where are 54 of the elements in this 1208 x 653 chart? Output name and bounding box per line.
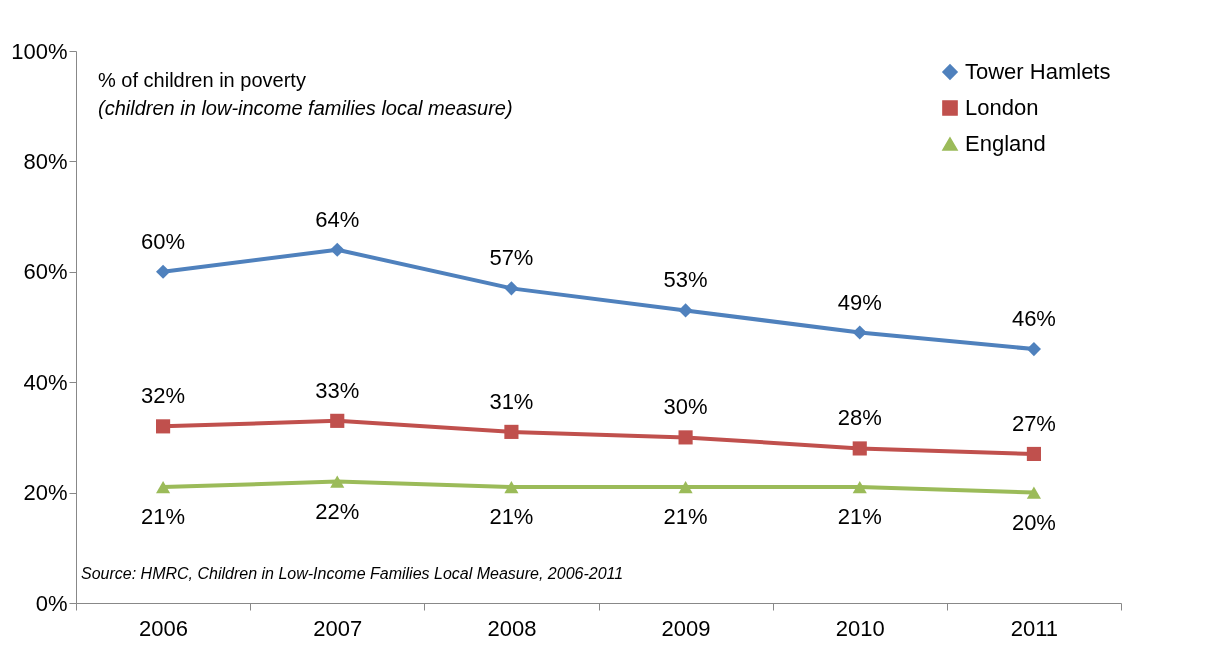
data-label: 49% — [837, 289, 882, 315]
point — [1026, 342, 1041, 357]
y-tick-label: 40% — [23, 369, 68, 395]
x-tick-label: 2010 — [835, 615, 885, 641]
point — [852, 480, 867, 494]
data-label: 33% — [315, 377, 360, 403]
data-label: 20% — [1011, 509, 1056, 535]
data-label: 46% — [1011, 306, 1056, 332]
data-label: 21% — [663, 504, 708, 530]
point — [330, 413, 345, 428]
point — [1026, 446, 1041, 462]
data-label: 27% — [1011, 410, 1056, 436]
annotation: Source: HMRC, Children in Low-Income Families Local Measure, 2006-2011 — [81, 565, 624, 582]
x-tick-label: 2009 — [661, 615, 711, 641]
point — [852, 441, 867, 456]
x-tick-label: 2008 — [487, 615, 537, 641]
data-label: 21% — [489, 504, 534, 530]
data-label: 21% — [141, 504, 186, 530]
data-label: 22% — [315, 498, 360, 524]
point — [852, 325, 867, 340]
point — [504, 480, 519, 494]
data-label: 31% — [489, 388, 534, 414]
data-label: 21% — [837, 504, 882, 530]
point — [330, 475, 345, 488]
y-tick-label: 100% — [11, 38, 68, 64]
y-tick-label: 20% — [23, 480, 68, 506]
point — [156, 264, 171, 279]
y-tick-label: 0% — [35, 590, 68, 616]
y-tick-label: 80% — [23, 148, 68, 174]
legend-label: England — [965, 131, 1046, 156]
data-label: 53% — [663, 267, 708, 293]
point — [504, 281, 519, 296]
x-tick-label: 2007 — [313, 615, 363, 641]
point — [678, 430, 693, 445]
y-tick-label: 60% — [23, 259, 68, 285]
x-tick-label: 2011 — [1010, 615, 1059, 641]
data-label: 28% — [837, 405, 882, 431]
point — [504, 424, 519, 439]
legend-label: Tower Hamlets — [965, 59, 1111, 84]
point — [156, 419, 171, 434]
point — [678, 303, 693, 318]
data-label: 64% — [315, 206, 360, 232]
data-label: 60% — [141, 228, 186, 254]
point — [156, 480, 171, 494]
point — [330, 242, 345, 257]
text: (children in low-income families local measure) — [98, 97, 513, 119]
data-label: 32% — [141, 383, 186, 409]
point — [678, 480, 693, 494]
data-label: 30% — [663, 394, 708, 420]
x-tick-label: 2006 — [139, 615, 189, 641]
data-label: 57% — [489, 245, 534, 271]
point — [1026, 486, 1041, 499]
text: % of children in poverty — [98, 69, 306, 91]
legend-label: London — [965, 95, 1039, 120]
